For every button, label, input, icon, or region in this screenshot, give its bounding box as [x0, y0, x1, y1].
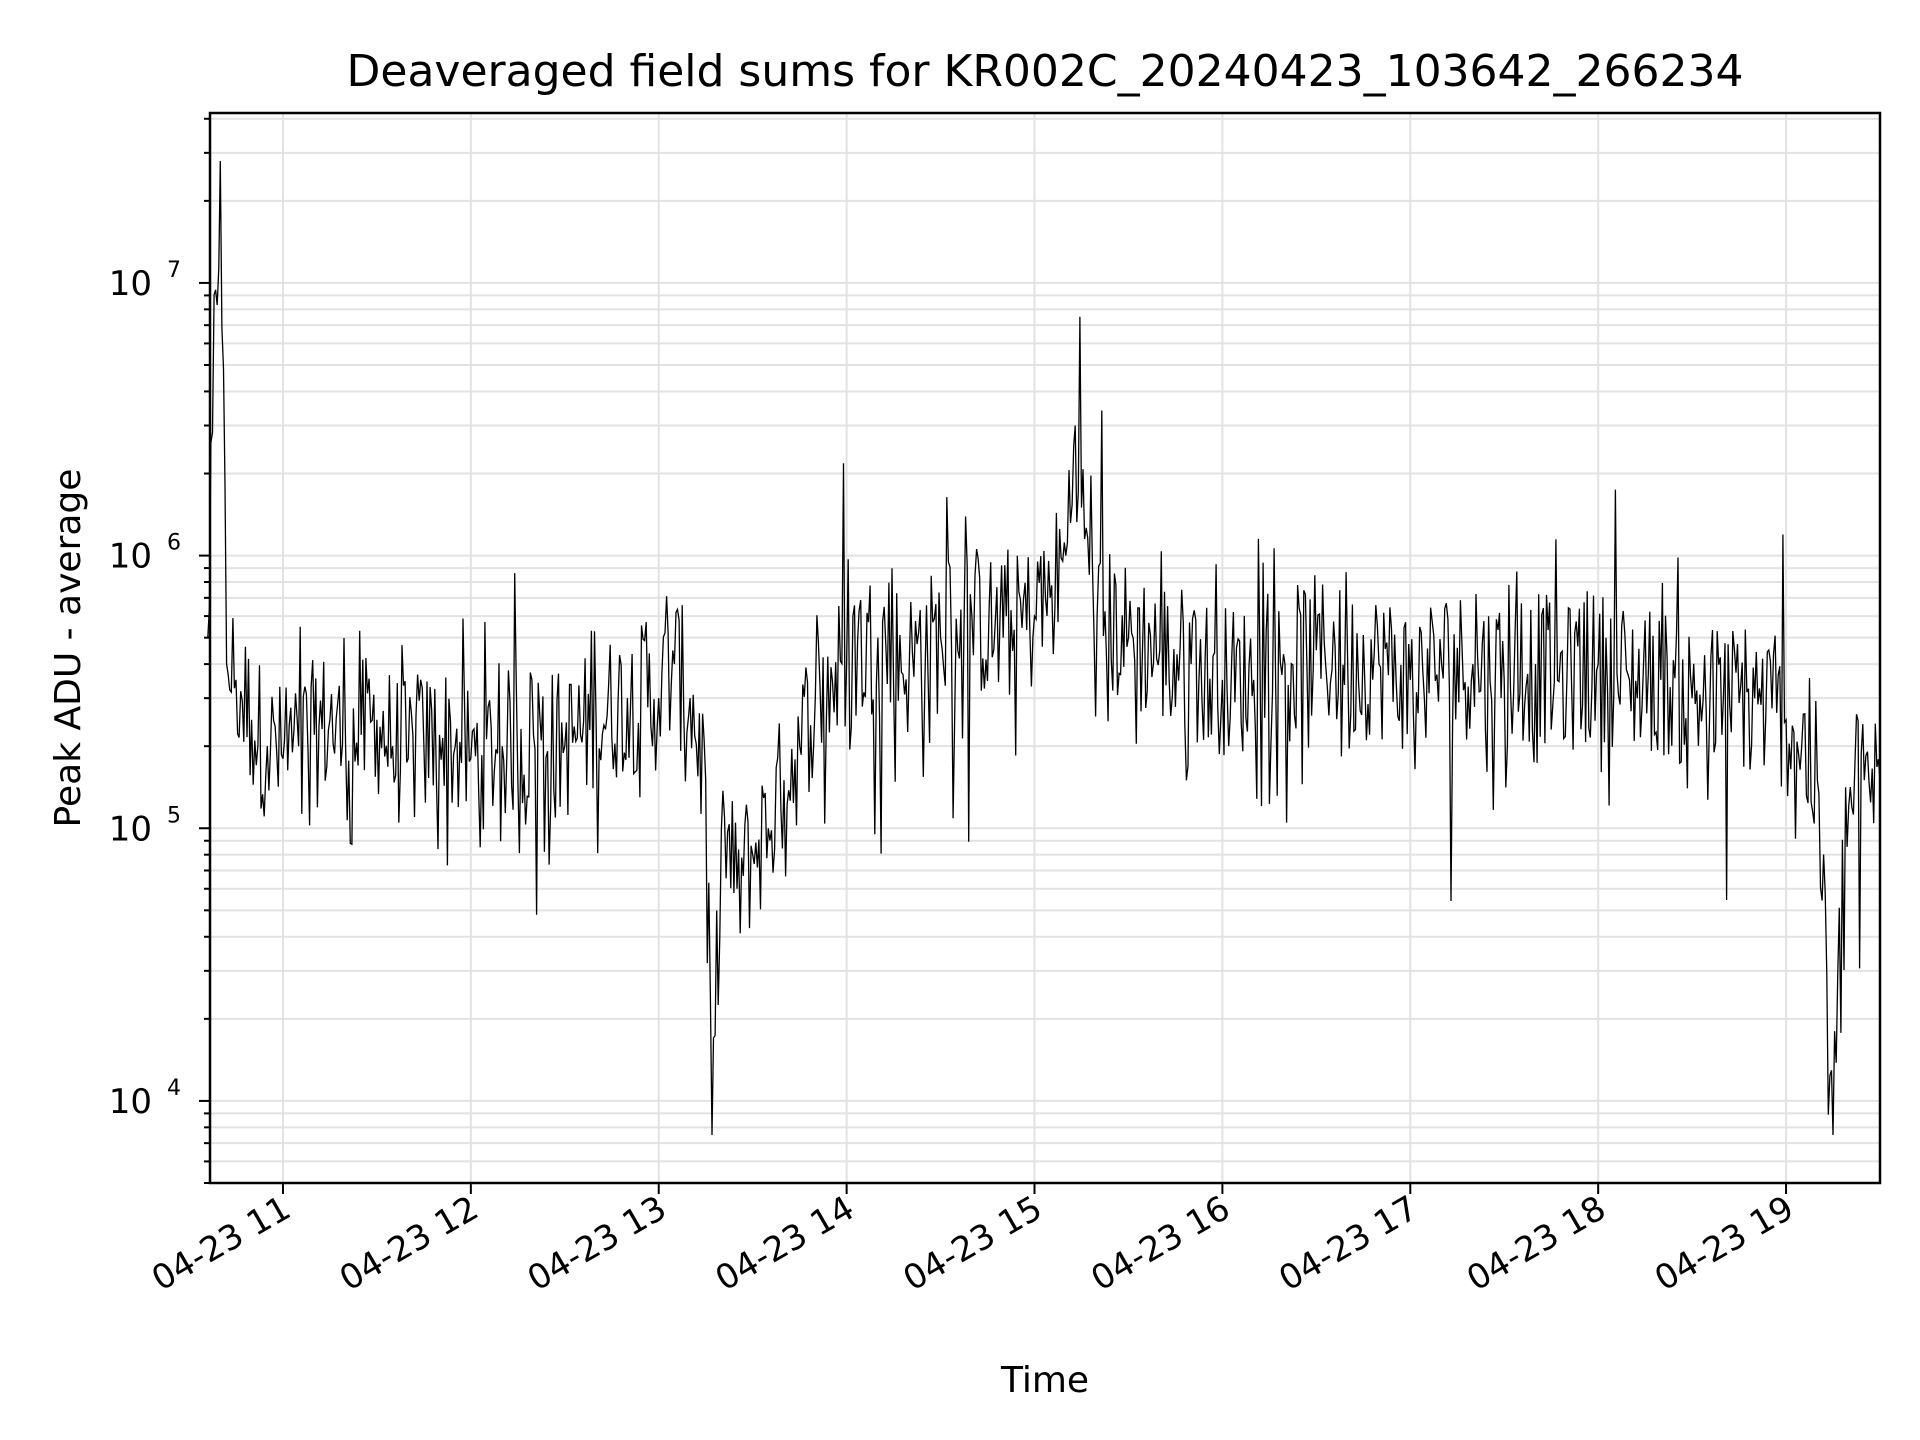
y-axis-label: Peak ADU - average: [48, 469, 89, 828]
y-tick-label: 10: [109, 1082, 152, 1122]
chart-title: Deaveraged field sums for KR002C_2024042…: [347, 46, 1744, 97]
plot-frame: [208, 111, 1882, 1185]
y-tick-exponent: 7: [167, 258, 181, 283]
y-axis-ticks: 10 4 10 5 10 6 10 7: [109, 117, 210, 1184]
y-tick-base: 10: [109, 537, 152, 577]
y-tick-base: 10: [109, 264, 152, 304]
y-tick-base: 10: [109, 1082, 152, 1122]
series-line-0: [207, 160, 1881, 1136]
y-tick-label: 10: [109, 264, 152, 304]
y-tick-exponent: 5: [167, 803, 181, 828]
y-tick-label: 10: [109, 809, 152, 849]
x-axis-label: Time: [1000, 1360, 1089, 1401]
y-tick-base: 10: [109, 809, 152, 849]
y-tick-label: 10: [109, 537, 152, 577]
y-tick-exponent: 4: [167, 1076, 181, 1101]
y-tick-exponent: 6: [167, 531, 181, 556]
series-layer: [207, 160, 1881, 1136]
